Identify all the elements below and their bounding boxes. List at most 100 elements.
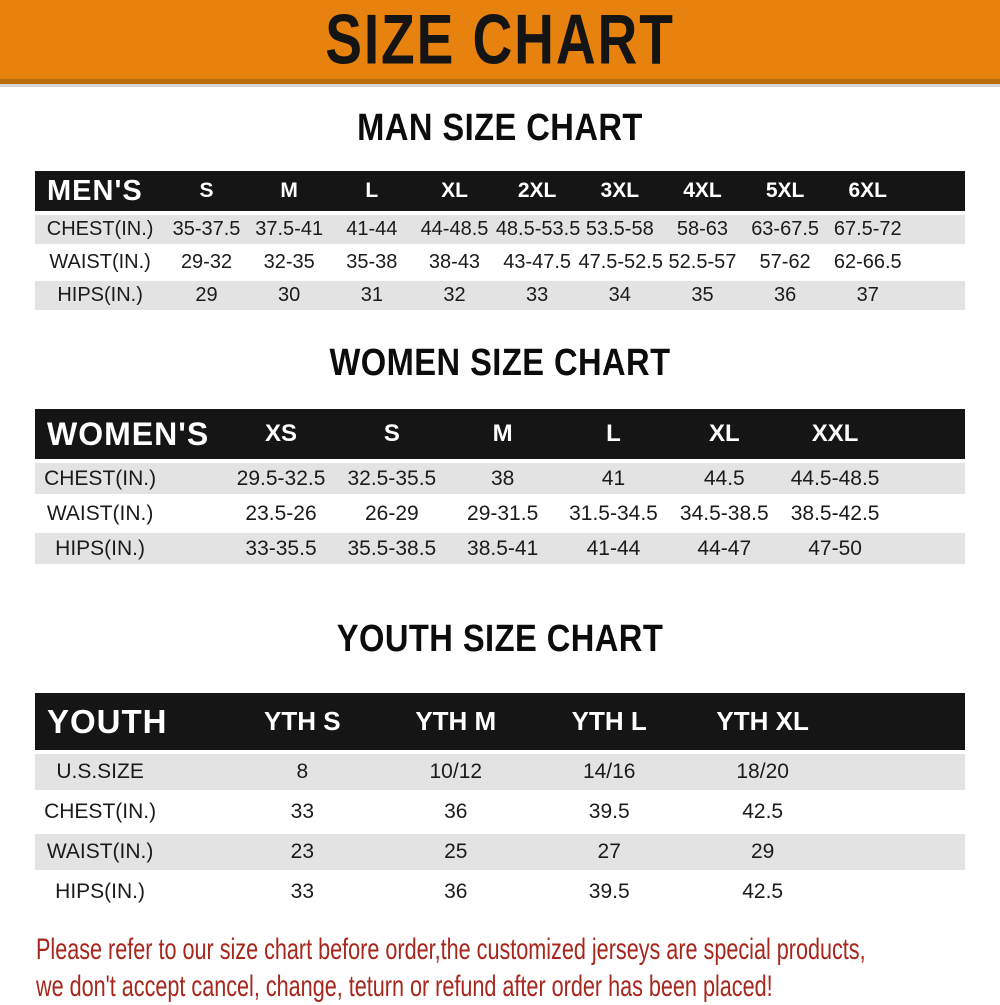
size-column-header: 5XL — [765, 179, 805, 202]
row-label: CHEST(IN.) — [44, 800, 157, 823]
row-spacer — [165, 754, 225, 790]
header-spacer — [165, 693, 225, 750]
size-cell: 29 — [195, 284, 218, 306]
table-row: HIPS(IN.) 29 30 31 32 33 34 35 36 37 — [35, 281, 965, 310]
row-spacer — [165, 874, 225, 910]
row-label: WAIST(IN.) — [46, 840, 154, 863]
table-row: WAIST(IN.) 23 25 27 29 — [35, 834, 965, 870]
size-column-header: 2XL — [517, 179, 557, 202]
size-cell: 35.5-38.5 — [347, 536, 437, 560]
size-cell: 52.5-57 — [668, 251, 737, 273]
table-row: CHEST(IN.) 33 36 39.5 42.5 — [35, 794, 965, 830]
table-row: WAIST(IN.) 29-32 32-35 35-38 38-43 43-47.5 47.… — [35, 248, 965, 277]
size-cell: 25 — [444, 840, 468, 863]
table-row: CHEST(IN.) 29.5-32.5 32.5-35.5 38 41 44.5 44.5… — [35, 463, 965, 494]
size-column-header: XS — [265, 420, 298, 447]
size-cell: 29 — [750, 840, 775, 863]
table-row: HIPS(IN.) 33-35.5 35.5-38.5 38.5-41 41-44 44-… — [35, 533, 965, 564]
size-cell: 62-66.5 — [833, 251, 902, 273]
size-cell: 29.5-32.5 — [236, 466, 326, 490]
size-cell: 42.5 — [742, 880, 784, 903]
size-cell: 42.5 — [742, 800, 784, 823]
size-column-header: YTH XL — [716, 706, 809, 736]
size-cell: 14/16 — [582, 760, 636, 783]
row-spacer — [909, 281, 965, 310]
size-cell: 48.5-53.5 — [495, 218, 581, 240]
women-size-table: WOMEN'S XS S M L XL XXL CHEST(IN.) 29.5-32.5 32.5… — [35, 405, 965, 568]
size-cell: 44-47 — [697, 536, 752, 560]
size-column-header: YTH M — [415, 706, 497, 736]
banner-title: SIZE CHART — [325, 0, 675, 80]
size-cell: 41-44 — [346, 218, 398, 240]
size-column-header: XL — [708, 420, 740, 447]
size-cell: 41-44 — [586, 536, 641, 560]
size-cell: 44.5 — [703, 466, 745, 490]
size-cell: 37 — [856, 284, 879, 306]
size-cell: 36 — [444, 880, 468, 903]
size-cell: 53.5-58 — [585, 218, 654, 240]
size-cell: 38.5-41 — [467, 536, 539, 560]
size-cell: 26-29 — [364, 501, 419, 525]
size-cell: 36 — [444, 800, 468, 823]
size-cell: 32.5-35.5 — [347, 466, 437, 490]
youth-section-heading: YOUTH SIZE CHART — [336, 618, 664, 660]
header-spacer — [891, 409, 966, 459]
man-header-row: MEN'S S M L XL 2XL 3XL 4XL 5XL 6XL — [35, 171, 965, 211]
man-size-table: MEN'S S M L XL 2XL 3XL 4XL 5XL 6XL CHEST(IN.) 35-37… — [35, 167, 965, 314]
row-spacer — [839, 754, 965, 790]
man-section-heading: MAN SIZE CHART — [357, 107, 643, 149]
size-cell: 33 — [526, 284, 549, 306]
size-cell: 39.5 — [588, 880, 630, 903]
size-cell: 34 — [608, 284, 631, 306]
size-column-header: L — [365, 179, 379, 202]
disclaimer: Please refer to our size chart before or… — [36, 931, 1000, 1005]
size-column-header: L — [606, 420, 621, 447]
size-cell: 31.5-34.5 — [569, 501, 658, 525]
table-row: WAIST(IN.) 23.5-26 26-29 29-31.5 31.5-34.5 34… — [35, 498, 965, 529]
size-cell: 58-63 — [676, 218, 729, 240]
size-cell: 47-50 — [808, 536, 862, 560]
size-cell: 38.5-42.5 — [790, 501, 880, 525]
size-column-header: 3XL — [600, 179, 640, 202]
size-cell: 36 — [773, 284, 797, 306]
size-cell: 34.5-38.5 — [679, 501, 769, 525]
size-cell: 29-32 — [180, 251, 233, 273]
size-column-header: XL — [441, 179, 468, 202]
women-section-heading: WOMEN SIZE CHART — [329, 342, 671, 384]
size-cell: 67.5-72 — [833, 218, 902, 240]
size-cell: 35-38 — [346, 251, 398, 273]
size-sections: MAN SIZE CHART MEN'S S M L XL 2XL 3XL 4XL 5XL 6XL C… — [0, 107, 1000, 914]
row-label: HIPS(IN.) — [55, 536, 146, 560]
size-column-header: XXL — [811, 420, 859, 447]
row-spacer — [165, 794, 225, 830]
size-chart-banner: SIZE CHART — [0, 0, 1000, 84]
size-cell: 23 — [290, 840, 315, 863]
size-cell: 10/12 — [429, 760, 483, 783]
size-cell: 30 — [278, 284, 301, 306]
row-spacer — [839, 834, 965, 870]
row-label: U.S.SIZE — [56, 760, 144, 783]
row-spacer — [165, 834, 225, 870]
row-label: HIPS(IN.) — [57, 284, 143, 306]
size-cell: 32-35 — [263, 251, 315, 273]
row-label: CHEST(IN.) — [46, 218, 154, 240]
size-cell: 33 — [290, 880, 315, 903]
disclaimer-line2: we don't accept cancel, change, teturn o… — [36, 970, 773, 1003]
size-column-header: M — [492, 420, 513, 447]
size-column-header: 4XL — [683, 179, 722, 202]
table-row: HIPS(IN.) 33 36 39.5 42.5 — [35, 874, 965, 910]
size-cell: 44-48.5 — [420, 218, 489, 240]
size-column-header: YTH S — [264, 706, 341, 736]
man-size-section: MAN SIZE CHART MEN'S S M L XL 2XL 3XL 4XL 5XL 6XL C… — [0, 107, 1000, 314]
size-cell: 31 — [360, 284, 383, 306]
size-cell: 38 — [490, 466, 515, 490]
row-spacer — [909, 248, 965, 277]
youth-table-corner-label: YOUTH — [47, 702, 168, 740]
size-cell: 33 — [290, 800, 315, 823]
table-row: U.S.SIZE 8 10/12 14/16 18/20 — [35, 754, 965, 790]
row-spacer — [839, 874, 965, 910]
row-spacer — [165, 498, 225, 529]
row-spacer — [891, 463, 966, 494]
size-column-header: S — [199, 179, 214, 202]
man-table-corner-label: MEN'S — [47, 174, 143, 207]
